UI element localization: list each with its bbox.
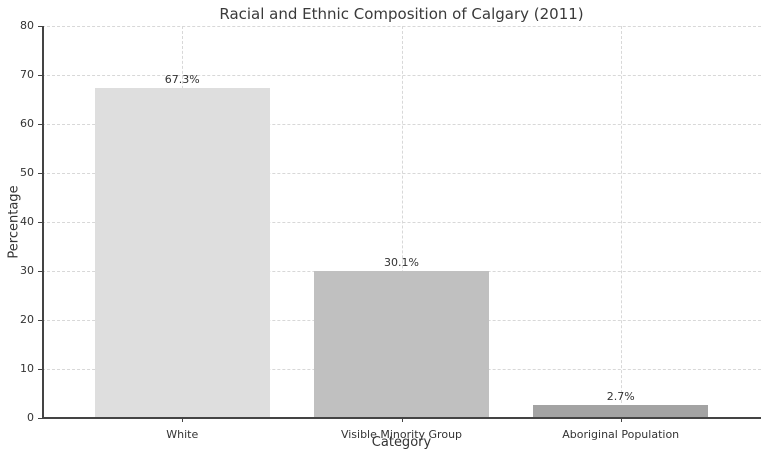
bar-value-label: 67.3%	[164, 73, 200, 87]
y-tick-label: 40	[20, 215, 34, 228]
y-tick-mark	[38, 369, 42, 370]
bar-value-label: 30.1%	[384, 255, 419, 269]
x-axis-label: Category	[371, 435, 432, 450]
y-tick-label: 20	[20, 313, 34, 326]
bar-visible-minority-group	[313, 270, 490, 418]
x-axis-line	[42, 417, 761, 419]
y-axis-line	[42, 26, 44, 418]
x-tick-mark	[182, 418, 184, 422]
x-tick-label: Visible Minority Group	[340, 428, 463, 441]
y-tick-label: 80	[20, 19, 34, 32]
y-tick-mark	[38, 418, 42, 419]
y-tick-mark	[38, 222, 42, 223]
bar-aboriginal-population	[533, 404, 709, 418]
y-axis-label: Percentage	[6, 185, 22, 259]
x-tick-mark	[401, 418, 403, 422]
y-tick-mark	[38, 173, 42, 174]
y-tick-mark	[38, 75, 42, 76]
y-tick-mark	[38, 271, 42, 272]
y-tick-label: 70	[20, 68, 34, 81]
y-tick-mark	[38, 26, 42, 27]
y-tick-mark	[38, 320, 42, 321]
bar-value-label: 2.7%	[606, 389, 635, 403]
x-tick-mark	[620, 418, 622, 422]
x-tick-label: White	[166, 428, 199, 441]
y-tick-label: 50	[20, 166, 34, 179]
v-gridline	[620, 26, 622, 418]
y-tick-mark	[38, 124, 42, 125]
y-tick-label: 60	[20, 117, 34, 130]
chart-title: Racial and Ethnic Composition of Calgary…	[219, 5, 584, 23]
y-tick-label: 0	[27, 411, 34, 424]
bar-white	[94, 88, 270, 418]
plot-area: 0 10 20 30 40 50 60 70 80 67.3% White 30.1% Visible …	[20, 19, 761, 441]
v-gridline	[401, 26, 403, 418]
y-tick-label: 10	[20, 362, 34, 375]
x-tick-label: Aboriginal Population	[562, 428, 680, 441]
y-tick-label: 30	[20, 264, 34, 277]
